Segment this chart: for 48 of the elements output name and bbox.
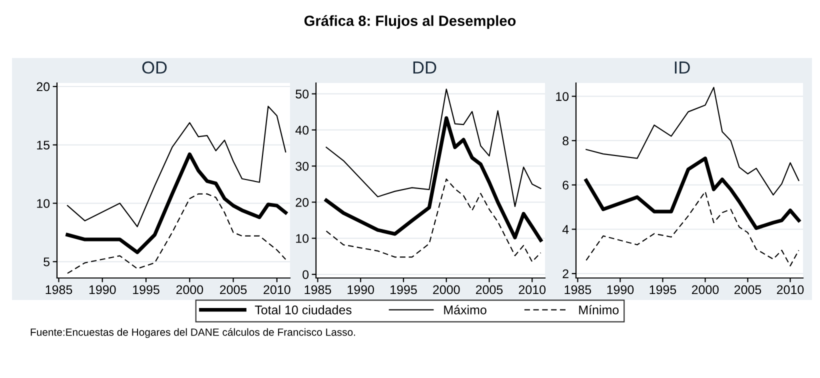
x-tick-label: 2000	[176, 285, 204, 294]
legend-label: Máximo	[444, 305, 486, 314]
y-tick-label: 10	[296, 234, 309, 243]
x-tick-label: 1985	[564, 285, 592, 294]
line-series	[586, 86, 800, 196]
x-tick-label: 1995	[390, 285, 417, 294]
x-tick-label: 2000	[433, 285, 460, 294]
y-tick-label: 15	[37, 140, 50, 150]
y-tick-label: 10	[556, 92, 569, 101]
y-tick-label: 50	[296, 90, 309, 98]
line-series	[66, 193, 286, 274]
x-tick-label: 2000	[692, 285, 719, 294]
y-tick-label: 5	[44, 258, 50, 266]
chart-title: DD	[413, 62, 436, 74]
y-tick-label: 8	[562, 136, 569, 146]
y-tick-label: 0	[302, 270, 309, 280]
text: Gráfica 8: Flujos al Desempleo	[304, 15, 516, 29]
x-tick-label: 1985	[46, 285, 72, 294]
x-tick-label: 1995	[650, 285, 676, 294]
y-tick-label: 10	[37, 199, 50, 208]
y-tick-label: 4	[562, 225, 569, 234]
x-tick-label: 2010	[264, 285, 290, 294]
x-tick-label: 2005	[476, 285, 503, 294]
x-tick-label: 1985	[304, 285, 332, 294]
x-tick-label: 2010	[776, 285, 804, 294]
y-tick-label: 6	[562, 180, 569, 190]
x-tick-label: 1995	[133, 285, 160, 294]
y-tick-label: 20	[36, 82, 50, 92]
x-tick-label: 1990	[607, 285, 634, 294]
legend-label: Total 10 ciudades	[254, 305, 352, 314]
y-tick-label: 30	[296, 162, 309, 171]
y-tick-label: 40	[295, 126, 309, 135]
line-series	[586, 191, 800, 266]
chart-title: ID	[674, 62, 690, 74]
source-note: Fuente:Encuestas de Hogares del DANE cálculos de Francisco Lasso.	[30, 328, 356, 338]
x-tick-label: 2005	[734, 285, 762, 294]
line-series	[66, 106, 286, 228]
x-tick-label: 2005	[220, 285, 247, 294]
line-series	[66, 152, 288, 254]
chart-title: OD	[142, 61, 167, 74]
x-tick-label: 1990	[348, 285, 374, 294]
line-series	[584, 156, 801, 230]
y-tick-label: 2	[562, 269, 568, 278]
y-tick-label: 20	[296, 198, 309, 207]
line-series	[326, 178, 542, 262]
legend-label: Mínimo	[579, 305, 619, 314]
x-tick-label: 2010	[518, 285, 546, 294]
x-tick-label: 1990	[89, 285, 116, 294]
